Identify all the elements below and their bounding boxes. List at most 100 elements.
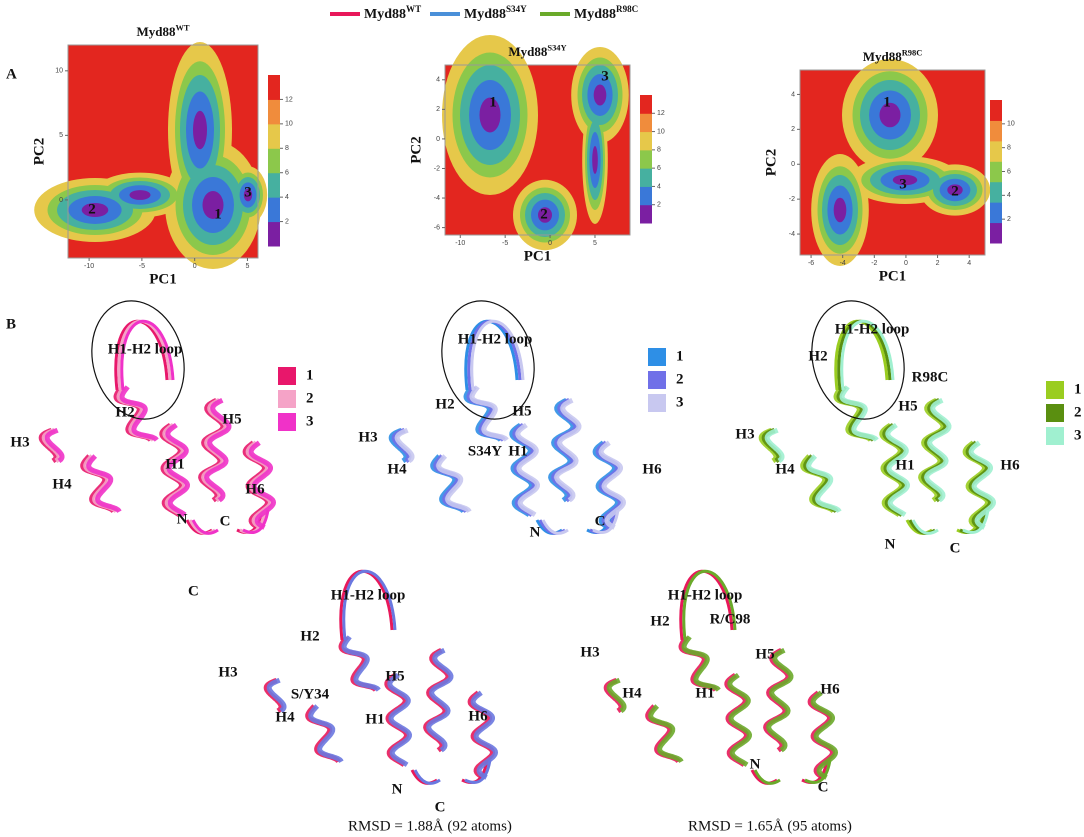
x-tick-label: -10 (84, 263, 94, 270)
colorbar-band (268, 172, 280, 198)
state-label: 1 (676, 348, 684, 364)
helix (470, 690, 498, 780)
colorbar-tick-label: 2 (657, 202, 661, 209)
loop-highlight (811, 300, 905, 420)
plot-title: Myd88WT (136, 22, 189, 39)
helix (515, 422, 540, 517)
structure-label: N (392, 781, 403, 797)
y-tick-label: -6 (434, 224, 440, 231)
structure-label: N (885, 536, 896, 552)
structure-label: H3 (358, 429, 377, 445)
contour-region (592, 146, 598, 174)
state-label: 1 (306, 367, 314, 383)
contour-region (593, 84, 607, 106)
structure-label: N (177, 511, 188, 527)
structure-label: C (595, 513, 606, 529)
x-tick-label: -5 (502, 240, 508, 247)
structure-label: N (530, 524, 541, 540)
basin-label: 3 (601, 68, 609, 84)
state-label: 2 (1074, 404, 1082, 420)
helix (204, 397, 232, 503)
rmsd-label: RMSD = 1.88Å (92 atoms) (348, 818, 512, 834)
structure-label: H3 (218, 664, 237, 680)
structure-label: H4 (387, 461, 407, 477)
contour-region (81, 203, 109, 217)
helix (469, 385, 509, 442)
structure-label: H6 (1000, 457, 1020, 473)
colorbar-tick-label: 4 (657, 183, 661, 190)
x-tick-label: 2 (936, 260, 940, 267)
contour-region (833, 197, 847, 223)
colorbar-band (268, 221, 280, 247)
colorbar-tick-label: 6 (1007, 168, 1011, 175)
text-base: Myd88 (364, 7, 406, 22)
text-sup: S34Y (547, 42, 566, 52)
contour-region (193, 110, 207, 150)
state-label: 3 (306, 413, 314, 429)
colorbar-tick-label: 6 (285, 170, 289, 177)
helix (44, 427, 65, 463)
state-label: 3 (1074, 427, 1082, 443)
text-sup: S34Y (506, 4, 527, 14)
colorbar-band (640, 204, 652, 224)
state-label: 2 (306, 390, 314, 406)
text-base: Myd88 (464, 7, 506, 22)
helix (248, 440, 276, 530)
text-sup: R98C (616, 4, 638, 14)
structure-label: H5 (512, 403, 531, 419)
structure-label: H1 (365, 711, 384, 727)
x-tick-label: 4 (967, 260, 971, 267)
coil (541, 509, 620, 535)
helix (554, 397, 582, 503)
text-sup: R98C (902, 47, 923, 57)
text-base: Myd88 (863, 49, 903, 64)
helix (394, 427, 415, 463)
panel-label: C (188, 583, 199, 599)
structure-label: H2 (435, 396, 454, 412)
structure-label: C (220, 513, 231, 529)
structure-label: R98C (912, 369, 949, 385)
plot-title: Myd88S34Y (508, 42, 566, 59)
y-tick-label: -2 (789, 196, 795, 203)
colorbar-band (990, 222, 1002, 244)
contour-region (892, 174, 918, 186)
structure-label: H2 (650, 613, 669, 629)
structure-label: H3 (10, 434, 29, 450)
colorbar-band (268, 148, 280, 174)
x-tick-label: -2 (871, 260, 877, 267)
y-tick-label: 0 (59, 197, 63, 204)
state-swatch (648, 371, 666, 389)
loop-highlight (441, 300, 535, 420)
helix (426, 647, 454, 753)
text-base: Myd88 (574, 7, 616, 22)
helix (681, 635, 721, 692)
structure-label: N (750, 756, 761, 772)
y-tick-label: 0 (791, 161, 795, 168)
loop (339, 569, 394, 641)
structure-label: H5 (385, 668, 404, 684)
structure-label: H1 (895, 457, 914, 473)
structure-label: H5 (222, 411, 241, 427)
helix (839, 385, 879, 442)
colorbar-band (990, 202, 1002, 224)
y-tick-label: -2 (434, 165, 440, 172)
legend-label: Myd88S34Y (464, 4, 527, 22)
y-tick-label: 2 (436, 106, 440, 113)
colorbar-tick-label: 10 (285, 121, 293, 128)
state-swatch (1046, 381, 1064, 399)
legend-label: Myd88WT (364, 4, 421, 22)
structure-label: H4 (622, 685, 642, 701)
structure-label: H2 (808, 348, 827, 364)
structure-label: S34Y (468, 443, 502, 459)
colorbar-tick-label: 10 (657, 128, 665, 135)
structure-label: H1-H2 loop (458, 331, 533, 347)
structure-label: H1-H2 loop (331, 587, 406, 603)
colorbar-tick-label: 6 (657, 165, 661, 172)
coil (911, 509, 990, 535)
text-base: Myd88 (136, 24, 176, 39)
panel-label: A (6, 66, 17, 82)
y-tick-label: -4 (789, 231, 795, 238)
state-swatch (648, 348, 666, 366)
helix (606, 677, 627, 713)
